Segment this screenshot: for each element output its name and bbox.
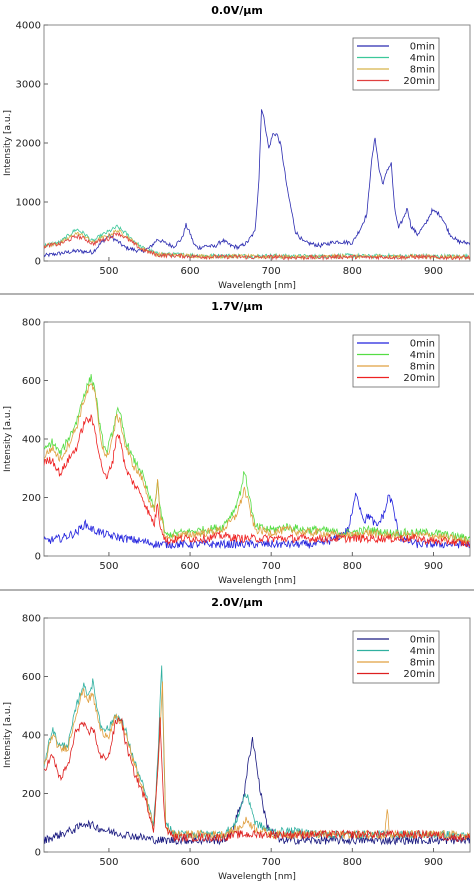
series-line-0min xyxy=(44,109,470,258)
legend-label: 4min xyxy=(410,53,435,64)
chart-title: 1.7V/μm xyxy=(211,300,263,313)
chart-panel-1: 0.0V/μm 0 1000 2000 3000 4000 500 600 700 800 900 W… xyxy=(3,4,471,291)
x-axis-label: Wavelength [nm] xyxy=(218,576,296,586)
y-tick-label: 0 xyxy=(35,552,41,563)
chart-panel-2: 1.7V/μm 0 200 400 600 800 500 600 700 800 900 Wavel… xyxy=(3,300,471,586)
x-tick-label: 600 xyxy=(181,857,200,868)
y-tick-label: 400 xyxy=(22,731,41,742)
y-axis-label: Intensity [a.u.] xyxy=(3,702,13,768)
chart-panel-3: 2.0V/μm 0 200 400 600 800 500 600 700 800 900 Wavel… xyxy=(3,596,471,882)
y-tick-label: 600 xyxy=(22,672,41,683)
x-tick-label: 900 xyxy=(424,561,443,572)
x-tick-label: 500 xyxy=(99,266,118,277)
series-line-0min xyxy=(44,492,470,549)
y-tick-label: 800 xyxy=(22,614,41,625)
legend-box xyxy=(352,630,440,684)
x-tick-label: 800 xyxy=(343,857,362,868)
legend-label: 8min xyxy=(410,658,435,669)
legend-label: 0min xyxy=(410,635,435,646)
y-tick-label: 0 xyxy=(35,848,41,859)
y-tick-label: 400 xyxy=(22,435,41,446)
y-tick-label: 200 xyxy=(22,789,41,800)
y-tick-label: 4000 xyxy=(16,21,41,32)
x-tick-label: 800 xyxy=(343,561,362,572)
series-line-20min xyxy=(44,232,470,261)
x-tick-label: 700 xyxy=(262,266,281,277)
x-tick-label: 800 xyxy=(343,266,362,277)
legend-label: 8min xyxy=(410,362,435,373)
legend-box xyxy=(352,37,440,91)
y-tick-label: 3000 xyxy=(16,80,41,91)
legend-label: 8min xyxy=(410,65,435,76)
x-tick-label: 500 xyxy=(99,561,118,572)
series-line-0min xyxy=(44,736,470,846)
legend-label: 20min xyxy=(403,669,435,680)
legend-label: 0min xyxy=(410,42,435,53)
series-line-20min xyxy=(44,414,470,548)
x-tick-label: 500 xyxy=(99,857,118,868)
series-line-8min xyxy=(44,382,470,545)
legend-label: 4min xyxy=(410,350,435,361)
legend-label: 4min xyxy=(410,646,435,657)
y-tick-label: 2000 xyxy=(16,139,41,150)
x-axis-label: Wavelength [nm] xyxy=(218,281,296,291)
y-tick-label: 800 xyxy=(22,318,41,329)
y-tick-label: 0 xyxy=(35,257,41,268)
legend-box xyxy=(352,334,440,388)
x-tick-label: 900 xyxy=(424,857,443,868)
x-tick-label: 600 xyxy=(181,561,200,572)
x-tick-label: 900 xyxy=(424,266,443,277)
y-axis-label: Intensity [a.u.] xyxy=(3,406,13,472)
y-axis-label: Intensity [a.u.] xyxy=(3,110,13,176)
y-tick-label: 600 xyxy=(22,376,41,387)
chart-title: 0.0V/μm xyxy=(211,4,263,17)
chart-title: 2.0V/μm xyxy=(211,596,263,609)
x-tick-label: 600 xyxy=(181,266,200,277)
x-tick-label: 700 xyxy=(262,857,281,868)
y-tick-label: 1000 xyxy=(16,198,41,209)
legend-label: 0min xyxy=(410,339,435,350)
x-tick-label: 700 xyxy=(262,561,281,572)
x-axis-label: Wavelength [nm] xyxy=(218,872,296,882)
y-tick-label: 200 xyxy=(22,493,41,504)
legend-label: 20min xyxy=(403,373,435,384)
series-line-20min xyxy=(44,717,470,843)
legend-label: 20min xyxy=(403,76,435,87)
